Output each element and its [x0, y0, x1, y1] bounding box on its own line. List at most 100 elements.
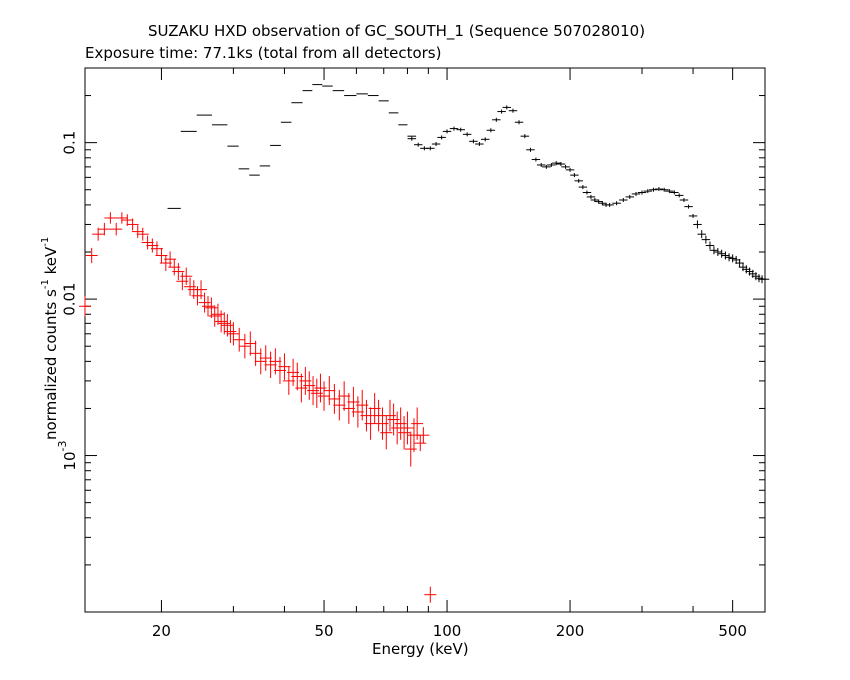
- gso-point: [449, 126, 459, 131]
- pin-point: [264, 351, 277, 379]
- gso-point: [760, 275, 770, 284]
- gso-point: [456, 127, 465, 132]
- gso-point: [497, 109, 506, 114]
- gso-point: [586, 194, 596, 199]
- x-tick-label: 200: [556, 622, 585, 640]
- y-tick-label: 0.01: [61, 282, 79, 315]
- pin-point: [233, 327, 246, 352]
- pin-point: [278, 353, 291, 380]
- gso-point: [570, 173, 579, 178]
- pin-point: [110, 222, 123, 236]
- gso-point: [625, 194, 634, 199]
- pin-point: [195, 280, 208, 299]
- pin-point: [221, 314, 234, 337]
- pin-point: [342, 393, 355, 424]
- gso-point: [705, 241, 715, 250]
- gso-point: [605, 202, 614, 207]
- pin-point: [131, 225, 144, 238]
- gso-point: [697, 230, 706, 239]
- gso-point: [565, 167, 575, 172]
- gso-point: [654, 187, 664, 192]
- series-pin-red: [79, 212, 437, 603]
- x-tick-label: 20: [152, 622, 171, 640]
- gso-point: [426, 146, 435, 151]
- pin-point: [391, 411, 404, 445]
- pin-point: [180, 267, 193, 285]
- pin-point: [398, 416, 411, 450]
- pin-point: [249, 340, 262, 366]
- axis-ticks: [85, 68, 766, 613]
- gso-point: [431, 142, 441, 147]
- gso-point: [649, 187, 658, 192]
- pin-point: [224, 320, 237, 344]
- gso-point: [486, 128, 496, 133]
- pin-point: [318, 381, 331, 411]
- pin-point: [333, 389, 346, 421]
- pin-point: [411, 407, 424, 440]
- pin-point: [424, 586, 437, 603]
- pin-point: [115, 212, 128, 224]
- gso-point: [612, 201, 621, 206]
- pin-point: [79, 296, 91, 317]
- gso-point: [637, 190, 647, 195]
- gso-point: [561, 164, 570, 169]
- gso-point: [717, 249, 726, 258]
- gso-point: [462, 132, 472, 137]
- series-gso-black: [167, 84, 770, 284]
- gso-point: [735, 259, 744, 268]
- gso-point: [407, 136, 417, 141]
- pin-point: [380, 416, 393, 450]
- gso-point: [502, 105, 511, 110]
- x-axis-label: Energy (keV): [372, 640, 469, 658]
- pin-point: [141, 235, 154, 250]
- pin-point: [394, 407, 407, 440]
- pin-point: [218, 312, 231, 335]
- gso-point: [619, 197, 628, 202]
- gso-point: [665, 189, 674, 194]
- pin-point: [323, 376, 336, 406]
- pin-point: [205, 297, 218, 319]
- gso-point: [688, 213, 698, 218]
- gso-point: [442, 129, 452, 134]
- pin-point: [404, 431, 417, 467]
- gso-point: [547, 162, 556, 167]
- gso-point: [709, 246, 719, 255]
- pin-point: [387, 403, 400, 436]
- gso-point: [674, 193, 684, 198]
- pin-point: [172, 263, 185, 280]
- tick-labels: 20 50 100 200 500 10-3 0.01 0.1: [56, 131, 747, 640]
- gso-point: [670, 190, 679, 195]
- pin-point: [338, 381, 351, 411]
- pin-point: [401, 411, 414, 445]
- gso-point: [492, 117, 501, 122]
- pin-point: [273, 356, 286, 384]
- y-axis-label-exp2: -1: [40, 236, 51, 247]
- gso-point: [578, 185, 588, 190]
- gso-point: [693, 220, 702, 229]
- gso-point: [437, 135, 446, 140]
- x-tick-label: 500: [718, 622, 747, 640]
- gso-point: [536, 162, 546, 167]
- pin-point: [254, 348, 267, 375]
- gso-point: [574, 178, 583, 183]
- plot-border: [84, 67, 766, 613]
- gso-point: [679, 197, 689, 202]
- x-tick-label: 100: [433, 622, 462, 640]
- y-axis-label-text: normalized counts s: [42, 289, 60, 440]
- gso-point: [643, 189, 653, 194]
- pin-point: [414, 435, 427, 452]
- pin-point: [417, 427, 430, 444]
- gso-point: [551, 161, 561, 166]
- pin-point: [104, 212, 117, 224]
- pin-point: [227, 322, 240, 346]
- y-tick-label: 10-3: [56, 441, 79, 471]
- gso-point: [469, 139, 478, 144]
- pin-point: [150, 241, 163, 256]
- gso-point: [531, 157, 541, 162]
- gso-point: [582, 190, 592, 195]
- gso-point: [520, 134, 530, 139]
- pin-point: [136, 227, 149, 241]
- gso-point: [659, 187, 669, 192]
- pin-point: [238, 333, 251, 359]
